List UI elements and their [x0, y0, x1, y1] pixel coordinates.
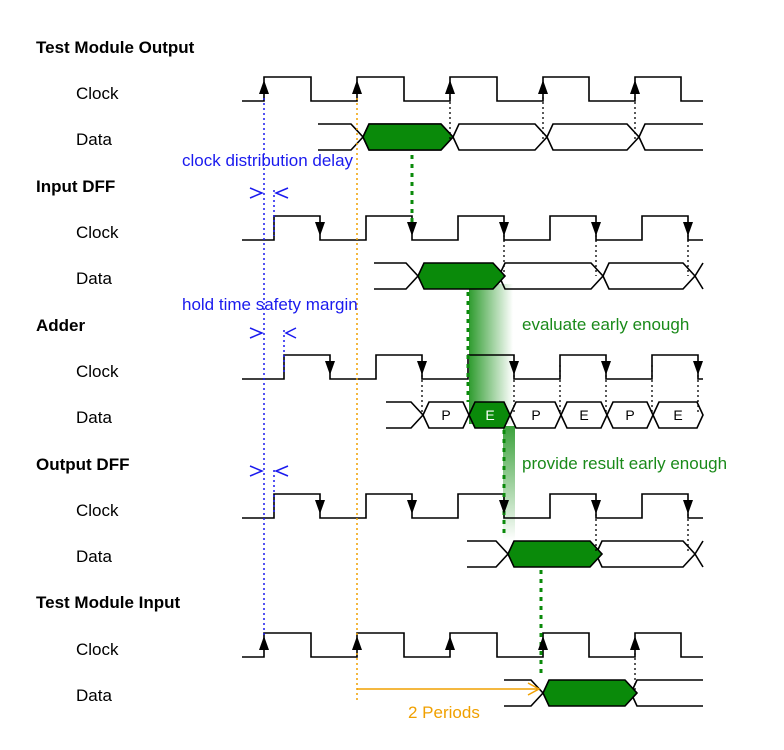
tmi-data-label: Data — [76, 686, 112, 705]
tmo-valid-data-window — [362, 123, 455, 151]
odff-data-label: Data — [76, 547, 112, 566]
adder-evaluate-window — [468, 401, 511, 429]
section-adder: Adder — [36, 316, 86, 335]
edge-markers — [421, 82, 699, 690]
section-test-module-output: Test Module Output — [36, 38, 195, 57]
adder-data-waveform — [386, 401, 704, 429]
clock-distribution-delay-label: clock distribution delay — [182, 151, 354, 170]
adder-phase-label: P — [625, 407, 634, 423]
adder-data-label: Data — [76, 408, 112, 427]
section-output-dff: Output DFF — [36, 455, 129, 474]
clock-edge-arrows — [259, 80, 703, 650]
evaluate-early-enough-label: evaluate early enough — [522, 315, 689, 334]
adder-clock-label: Clock — [76, 362, 119, 381]
tmo-clock-label: Clock — [76, 84, 119, 103]
adder-phase-label: E — [579, 407, 588, 423]
hold-time-safety-margin-label: hold time safety margin — [182, 295, 358, 314]
odff-clock-label: Clock — [76, 501, 119, 520]
section-test-module-input: Test Module Input — [36, 593, 181, 612]
adder-phase-label: P — [531, 407, 540, 423]
idff-clock-label: Clock — [76, 223, 119, 242]
adder-phase-label: E — [673, 407, 682, 423]
tmi-valid-data-window — [542, 679, 639, 707]
odff-valid-data-window — [507, 540, 604, 568]
two-periods-arrowhead — [527, 682, 541, 696]
odff-clock-waveform — [242, 493, 703, 519]
tmo-data-label: Data — [76, 130, 112, 149]
tmi-clock-label: Clock — [76, 640, 119, 659]
idff-data-label: Data — [76, 269, 112, 288]
propagation-path — [410, 155, 543, 678]
provide-result-early-enough-label: provide result early enough — [522, 454, 727, 473]
two-periods-label: 2 Periods — [408, 703, 480, 722]
idff-valid-data-window — [417, 262, 507, 290]
section-input-dff: Input DFF — [36, 177, 115, 196]
idff-clock-waveform — [242, 215, 703, 241]
evaluate-window — [469, 284, 513, 424]
provide-window — [503, 426, 515, 540]
delay-marker-arrows — [249, 187, 297, 477]
adder-phase-label: E — [485, 407, 494, 423]
adder-phase-label: P — [441, 407, 450, 423]
